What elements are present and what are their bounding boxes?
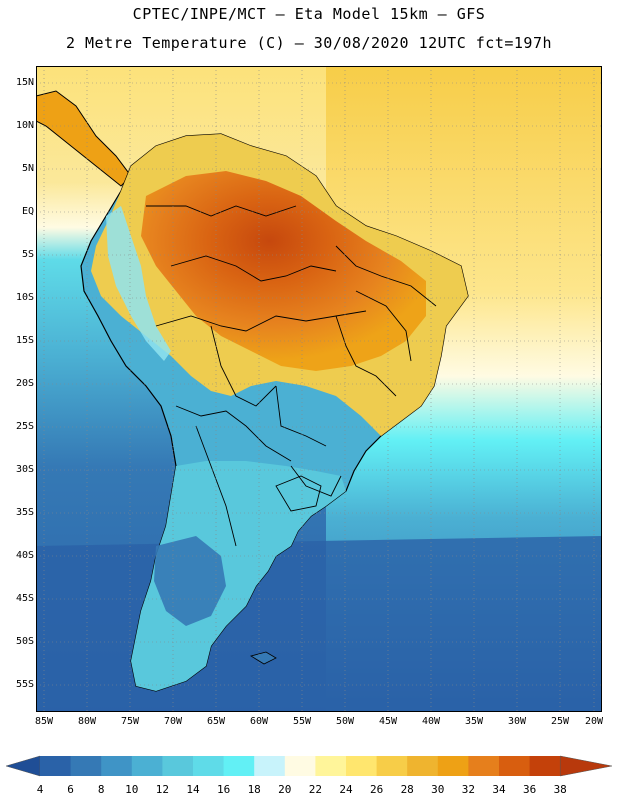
lat-label: EQ [21, 206, 34, 217]
colorbar-tick-label: 38 [553, 783, 567, 796]
colorbar-tick-label: 32 [461, 783, 476, 796]
colorbar-segment [193, 756, 225, 776]
colorbar-tick-label: 6 [67, 783, 74, 796]
lon-label: 85W [34, 716, 54, 727]
chart-title-line2: 2 Metre Temperature (C) – 30/08/2020 12U… [65, 34, 553, 52]
colorbar [5, 755, 613, 777]
colorbar-segment [499, 756, 531, 776]
lat-label: 15N [15, 77, 34, 88]
lon-label: 40W [421, 716, 441, 727]
lon-label: 80W [77, 716, 97, 727]
lat-label: 40S [15, 550, 34, 561]
southern-cone [131, 461, 346, 691]
falkland-islands [249, 651, 277, 665]
colorbar-arrow-low [5, 755, 41, 777]
colorbar-segment [315, 756, 347, 776]
colorbar-tick-label: 10 [125, 783, 139, 796]
lon-label: 25W [550, 716, 570, 727]
lat-label: 35S [15, 507, 34, 518]
colorbar-segment [70, 756, 102, 776]
lon-label: 75W [120, 716, 140, 727]
lat-label: 10N [15, 120, 34, 131]
colorbar-segment [223, 756, 255, 776]
colorbar-arrow-high [559, 755, 613, 777]
colorbar-tick-label: 18 [247, 783, 261, 796]
colorbar-tick-label: 4 [36, 783, 44, 796]
lat-label: 10S [15, 292, 34, 303]
lon-label: 50W [335, 716, 355, 727]
colorbar-tick-label: 14 [186, 783, 200, 796]
lon-label: 55W [292, 716, 312, 727]
colorbar-tick-label: 16 [216, 783, 231, 796]
colorbar-tick-label: 12 [155, 783, 170, 796]
colorbar-tick-label: 28 [400, 783, 414, 796]
colorbar-segment [254, 756, 286, 776]
colorbar-tick-label: 26 [369, 783, 384, 796]
lat-label: 30S [15, 464, 34, 475]
lat-label: 15S [15, 335, 34, 346]
colorbar-segment [376, 756, 408, 776]
lat-label: 5S [21, 249, 34, 260]
map-border [36, 66, 602, 712]
lon-label: 35W [464, 716, 484, 727]
colorbar-tick-label: 20 [278, 783, 292, 796]
lon-label: 65W [206, 716, 226, 727]
country-borders [146, 205, 437, 547]
chart-title-line1: CPTEC/INPE/MCT – Eta Model 15km – GFS [132, 5, 486, 23]
lat-label: 55S [15, 679, 34, 690]
colorbar-tick-label: 34 [492, 783, 506, 796]
colorbar-tick-label: 36 [522, 783, 537, 796]
colorbar-tick-label: 22 [308, 783, 323, 796]
colorbar-segment [529, 756, 561, 776]
lat-label: 50S [15, 636, 34, 647]
colorbar-segment [40, 756, 72, 776]
lon-label: 20W [584, 716, 604, 727]
colorbar-tick-label: 24 [339, 783, 353, 796]
colorbar-tick-label: 30 [431, 783, 445, 796]
colorbar-segment [468, 756, 500, 776]
colorbar-segment [101, 756, 133, 776]
lon-label: 70W [163, 716, 183, 727]
lat-label: 45S [15, 593, 34, 604]
lat-label: 20S [15, 378, 34, 389]
colorbar-segment [162, 756, 194, 776]
lon-label: 45W [378, 716, 398, 727]
lon-label: 60W [249, 716, 269, 727]
lat-label: 25S [15, 421, 34, 432]
lon-label: 30W [507, 716, 527, 727]
colorbar-segment [437, 756, 469, 776]
patagonia-cold [154, 536, 226, 626]
andes-cool-strip [106, 206, 171, 361]
hot-core [141, 171, 426, 371]
colorbar-segment [407, 756, 439, 776]
colorbar-segment [131, 756, 163, 776]
colorbar-tick-label: 8 [97, 783, 105, 796]
lat-label: 5N [21, 163, 34, 174]
temperature-map [36, 66, 602, 712]
colorbar-segment [346, 756, 378, 776]
colorbar-segment [284, 756, 316, 776]
